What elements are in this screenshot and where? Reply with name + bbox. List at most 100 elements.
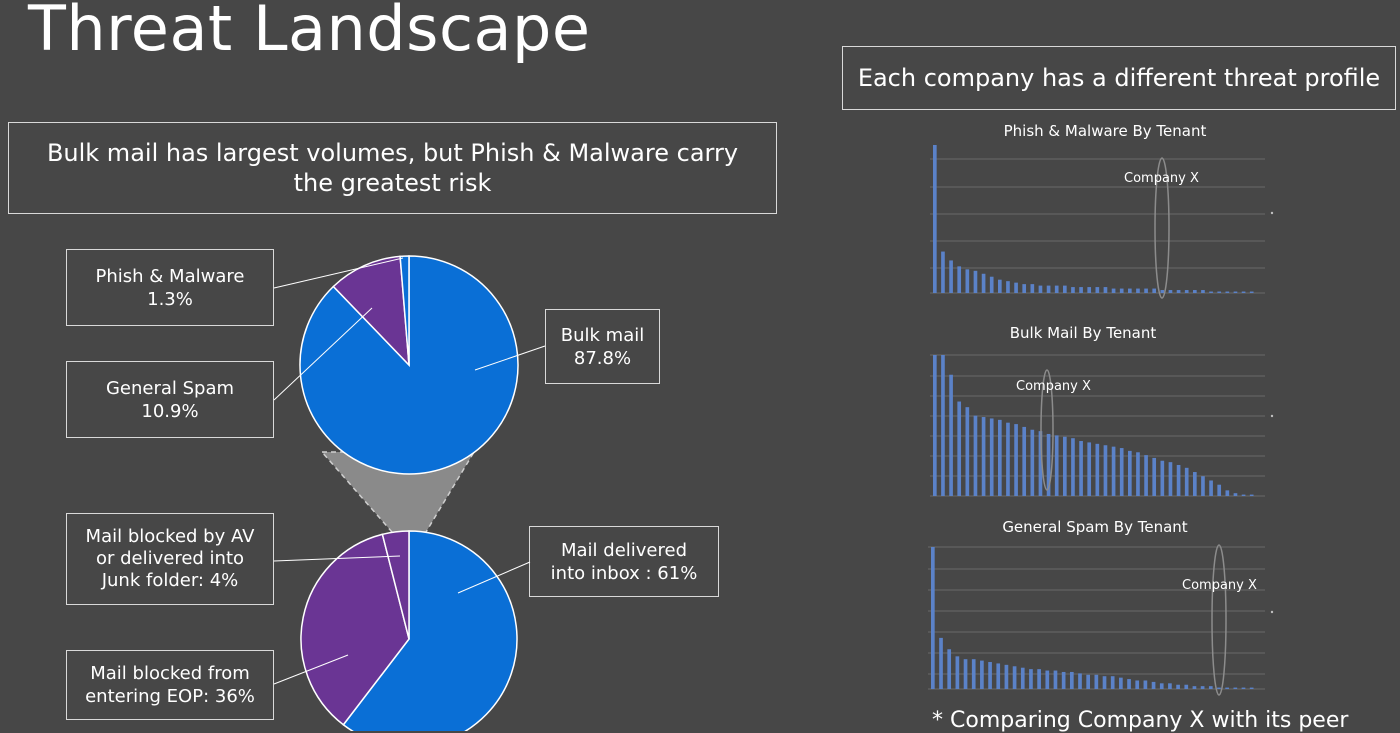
bar-phish-3 [957,266,962,293]
bar-phish-10 [1014,282,1018,293]
leader-blocked-av [273,555,401,562]
bar-bulk-11 [1022,426,1027,496]
pie-phish-disposition [273,530,531,731]
bar-bulk-4 [965,407,970,496]
company-x-ellipse [1040,369,1054,491]
bar-spam-28 [1159,683,1164,689]
bar-phish-2 [949,260,953,293]
bar-bulk-39 [1249,494,1254,496]
bar-phish-11 [1022,284,1027,293]
bar-bulk-21 [1103,445,1108,496]
label-bulk-mail: Bulk mail 87.8% [545,309,660,384]
bar-bulk-23 [1119,448,1124,496]
bar-spam-10 [1012,666,1017,689]
bar-bulk-6 [981,417,986,496]
bar-phish-18 [1079,287,1083,293]
bar-chart-spam: Company X [928,544,1274,696]
bar-spam-16 [1061,671,1066,689]
axis-dot [1270,211,1274,215]
bar-chart-phish: Company X [930,145,1274,299]
bar-spam-9 [1004,664,1009,689]
bar-bulk-30 [1176,464,1181,496]
bar-phish-21 [1103,287,1108,293]
bar-bulk-12 [1030,429,1035,496]
bar-phish-16 [1063,285,1067,293]
bar-bulk-36 [1225,490,1230,496]
bar-spam-37 [1233,687,1238,689]
bar-bulk-38 [1241,494,1246,496]
company-x-label: Company X [1182,578,1257,593]
bar-spam-8 [996,663,1001,689]
pie-slice-blocked-eop [300,533,410,726]
bar-spam-35 [1217,687,1221,689]
bar-phish-19 [1087,287,1092,293]
bar-phish-39 [1249,291,1254,293]
bar-phish-4 [965,269,970,293]
bar-bulk-5 [973,415,978,496]
bar-bulk-15 [1054,435,1059,496]
bar-spam-14 [1045,670,1050,689]
bar-spam-23 [1119,677,1123,689]
leader-blocked-eop [273,654,349,685]
bar-phish-6 [981,273,986,293]
leader-general-spam [273,307,373,401]
bar-bulk-16 [1063,436,1067,496]
chart-title-bulk: Bulk Mail By Tenant [1009,324,1157,342]
bar-bulk-27 [1152,457,1157,496]
bar-phish-24 [1128,288,1132,293]
label-blocked-av: Mail blocked by AV or delivered into Jun… [66,513,274,605]
bar-phish-33 [1201,290,1205,293]
bar-spam-19 [1086,674,1091,689]
bar-bulk-7 [989,418,994,496]
bar-bulk-17 [1071,438,1075,496]
bar-bulk-13 [1038,431,1043,496]
pie-traffic-mix [273,255,546,475]
label-phish-malware: Phish & Malware 1.3% [66,249,274,326]
bar-spam-29 [1168,683,1172,689]
pie-slice-phish-malware [399,255,410,366]
bar-bulk-29 [1168,462,1173,496]
bar-spam-27 [1151,681,1156,689]
bar-spam-17 [1069,671,1074,689]
bar-bulk-37 [1233,493,1238,496]
leader-bulk-mail [474,345,546,371]
bar-spam-26 [1143,680,1148,689]
bar-phish-13 [1038,285,1043,293]
bar-phish-15 [1054,285,1059,293]
bar-bulk-32 [1193,472,1197,496]
company-x-ellipse [1211,544,1227,696]
bar-phish-27 [1152,288,1157,293]
bar-bulk-35 [1217,484,1222,496]
bar-bulk-28 [1160,460,1165,496]
bar-phish-14 [1046,285,1051,293]
bar-chart-bulk: Company X [930,354,1274,497]
profile-heading-text: Each company has a different threat prof… [857,64,1381,92]
bar-phish-23 [1119,288,1124,293]
bar-phish-34 [1209,291,1213,293]
bar-spam-18 [1078,673,1082,689]
bar-spam-31 [1184,684,1189,689]
bar-bulk-34 [1209,480,1213,496]
bar-bulk-24 [1128,450,1132,496]
bar-spam-24 [1127,679,1131,689]
label-delivered-inbox: Mail delivered into inbox : 61% [529,526,719,597]
bar-phish-35 [1217,291,1222,293]
bar-bulk-31 [1184,467,1189,496]
bar-phish-36 [1225,291,1230,293]
bar-spam-6 [980,660,984,689]
bar-spam-3 [955,656,960,689]
bar-phish-5 [973,270,978,293]
bar-bulk-19 [1087,442,1092,496]
bar-phish-37 [1233,291,1238,293]
bar-phish-28 [1160,290,1165,293]
bar-phish-31 [1184,290,1189,293]
label-general-spam: General Spam 10.9% [66,361,274,438]
bar-phish-20 [1095,287,1100,293]
bar-spam-33 [1200,686,1205,689]
bar-bulk-2 [949,374,953,496]
bar-spam-21 [1102,676,1107,689]
subtitle-text: Bulk mail has largest volumes, but Phish… [46,139,739,197]
bar-bulk-8 [998,419,1002,496]
bar-phish-7 [989,276,994,293]
pie-slice-delivered-inbox [342,530,518,731]
